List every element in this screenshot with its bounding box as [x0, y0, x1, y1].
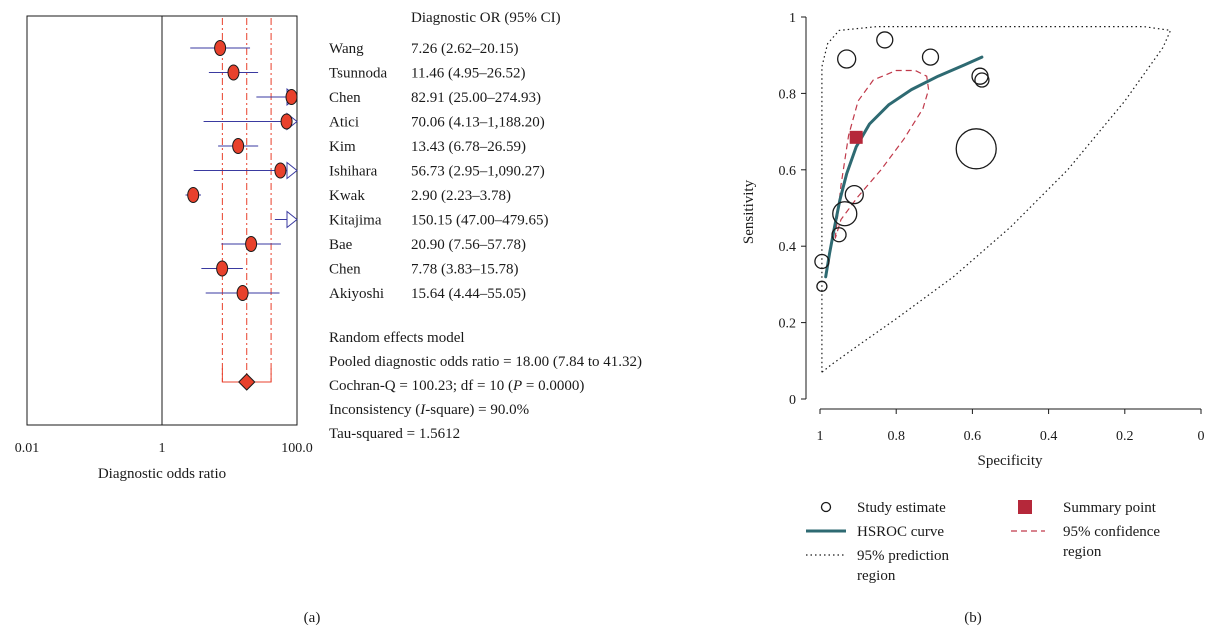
forest-x-axis-label: Diagnostic odds ratio: [98, 466, 226, 482]
study-or-value: 7.78 (3.83–15.78): [411, 262, 519, 278]
panel-b-label: (b): [964, 610, 982, 626]
study-name: Ishihara: [329, 164, 378, 180]
legend-study-estimate-label: Study estimate: [857, 500, 946, 516]
study-estimate-point: [816, 280, 828, 292]
panel-a-label: (a): [304, 610, 321, 626]
forest-tick-label: 1: [159, 441, 166, 456]
sroc-x-tick-label: 1: [817, 429, 824, 444]
sroc-y-tick-label: 0.2: [779, 317, 797, 332]
study-estimate-point: [955, 128, 997, 170]
sroc-x-tick-label: 0.6: [964, 429, 982, 444]
sroc-x-tick-label: 0.2: [1116, 429, 1134, 444]
study-estimate-point: [831, 227, 847, 243]
legend-prediction-label: 95% prediction: [857, 548, 950, 564]
legend-confidence-label: region: [1063, 544, 1102, 560]
summary-statistic-line: Cochran-Q = 100.23; df = 10 (P = 0.0000): [329, 378, 584, 394]
sroc-y-axis-label: Sensitivity: [741, 179, 757, 244]
ci-truncation-arrow: [286, 210, 298, 229]
study-point-estimate: [214, 40, 227, 56]
study-name: Chen: [329, 90, 361, 106]
study-name: Kitajima: [329, 213, 382, 229]
forest-column-header: Diagnostic OR (95% CI): [411, 10, 561, 26]
forest-plot-panel: 0.01 1 100.0 Diagnostic odds ratio Diagnos…: [15, 10, 642, 626]
study-or-value: 56.73 (2.95–1,090.27): [411, 164, 545, 180]
forest-tick-label: 100.0: [281, 441, 313, 456]
study-or-value: 11.46 (4.95–26.52): [411, 66, 525, 82]
study-name: Kim: [329, 139, 356, 155]
legend-hsroc-label: HSROC curve: [857, 524, 944, 540]
study-or-value: 15.64 (4.44–55.05): [411, 286, 526, 302]
study-estimate-point: [814, 253, 830, 270]
study-or-value: 70.06 (4.13–1,188.20): [411, 115, 545, 131]
study-or-value: 150.15 (47.00–479.65): [411, 213, 549, 229]
prediction-region-contour: [821, 26, 1172, 373]
study-name: Chen: [329, 262, 361, 278]
study-estimate-point: [832, 201, 858, 227]
sroc-y-tick-label: 0.8: [779, 87, 797, 102]
study-name: Wang: [329, 41, 364, 57]
study-estimate-point: [837, 49, 857, 69]
study-point-estimate: [236, 285, 249, 301]
study-name: Akiyoshi: [329, 286, 384, 302]
sroc-y-tick-label: 0.4: [779, 240, 797, 255]
summary-statistic-line: Inconsistency (I-square) = 90.0%: [329, 402, 529, 418]
study-point-estimate: [285, 89, 298, 105]
study-or-value: 82.91 (25.00–274.93): [411, 90, 541, 106]
study-point-estimate: [280, 113, 293, 130]
study-or-value: 7.26 (2.62–20.15): [411, 41, 519, 57]
summary-point-marker: [849, 130, 863, 144]
sroc-x-tick-label: 0: [1198, 429, 1205, 444]
sroc-plot-panel: 1 0.8 0.6 0.4 0.2 0 0 0.2 0.4 0.6 0.8 1 Specificity…: [741, 11, 1205, 626]
study-or-value: 13.43 (6.78–26.59): [411, 139, 526, 155]
sroc-x-tick-label: 0.8: [887, 429, 905, 444]
study-point-estimate: [245, 236, 258, 252]
study-point-estimate: [187, 187, 200, 203]
study-or-value: 2.90 (2.23–3.78): [411, 188, 511, 204]
study-name: Bae: [329, 237, 353, 253]
summary-statistic-line: Tau-squared = 1.5612: [329, 426, 460, 442]
sroc-y-tick-label: 0: [789, 393, 796, 408]
study-name: Kwak: [329, 188, 365, 204]
study-name: Atici: [329, 115, 359, 131]
sroc-y-tick-label: 1: [789, 11, 796, 26]
study-point-estimate: [227, 64, 240, 81]
sroc-x-axis-label: Specificity: [978, 453, 1043, 469]
study-estimate-point: [876, 31, 894, 49]
study-estimate-point: [974, 72, 990, 88]
study-point-estimate: [216, 260, 229, 277]
sroc-x-tick-label: 0.4: [1040, 429, 1058, 444]
study-estimate-point: [844, 184, 864, 205]
legend-study-estimate-symbol: [820, 501, 832, 513]
study-name: Tsunnoda: [329, 66, 387, 82]
forest-tick-label: 0.01: [15, 441, 40, 456]
study-estimate-point: [921, 48, 940, 66]
study-or-value: 20.90 (7.56–57.78): [411, 237, 526, 253]
legend-confidence-label: 95% confidence: [1063, 524, 1160, 540]
hsroc-curve: [824, 55, 984, 279]
sroc-y-tick-label: 0.6: [779, 164, 797, 179]
study-point-estimate: [232, 138, 245, 154]
pooled-estimate-diamond: [238, 373, 256, 391]
study-point-estimate: [274, 162, 287, 179]
legend-summary-point-symbol: [1018, 500, 1032, 514]
ci-truncation-arrow: [286, 161, 298, 180]
legend-prediction-label: region: [857, 568, 896, 584]
legend-summary-point-label: Summary point: [1063, 500, 1157, 516]
summary-statistic-line: Pooled diagnostic odds ratio = 18.00 (7.…: [329, 354, 642, 370]
summary-statistic-line: Random effects model: [329, 330, 465, 346]
confidence-region-contour: [834, 69, 930, 239]
